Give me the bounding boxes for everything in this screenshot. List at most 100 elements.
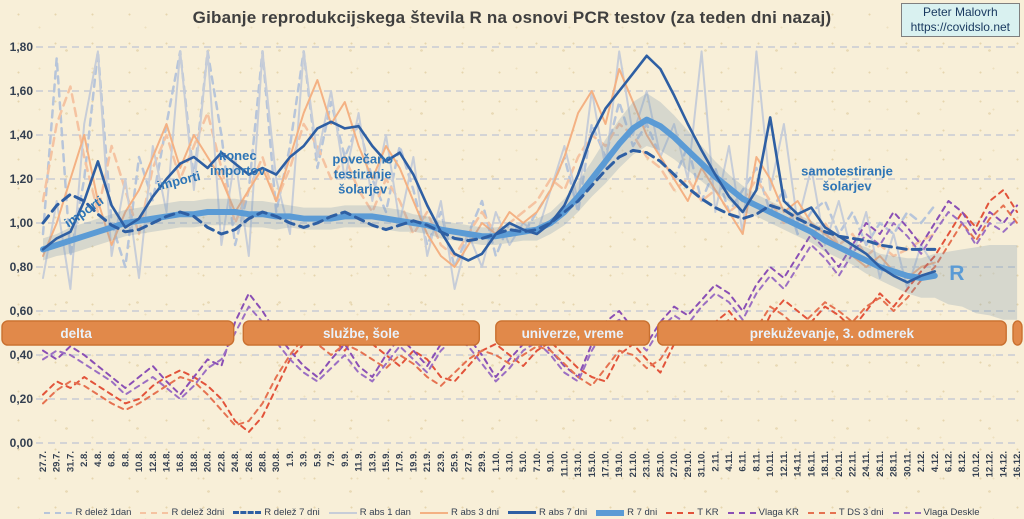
- legend-sample: [140, 511, 169, 514]
- x-axis-label: 14.8.: [162, 451, 173, 472]
- x-axis-label: 4.8.: [93, 451, 104, 467]
- x-axis-label: 27.9.: [463, 451, 474, 472]
- annotation: samotestiranje šolarjev: [801, 164, 893, 194]
- legend-label: R abs 7 dni: [539, 507, 588, 518]
- series-r-abs-1-dan: [42, 50, 936, 290]
- legend-sample: [596, 509, 625, 516]
- x-axis-label: 2.12.: [916, 451, 927, 472]
- x-axis-label: 7.9.: [326, 451, 337, 467]
- x-axis-label: 20.8.: [203, 451, 214, 472]
- phase-band: [657, 320, 1007, 346]
- x-axis-label: 10.8.: [134, 451, 145, 472]
- legend-label: R abs 3 dni: [450, 507, 500, 518]
- x-axis-label: 22.11.: [848, 451, 859, 477]
- x-axis-label: 25.10.: [655, 451, 666, 477]
- x-axis-label: 14.12.: [998, 451, 1009, 477]
- y-axis-label: 1,00: [10, 216, 34, 230]
- phase-band-label: službe, šole: [323, 326, 400, 341]
- x-axis-label: 6.8.: [107, 451, 118, 467]
- x-axis-label: 5.9.: [312, 451, 323, 467]
- legend-label: Vlaga KR: [758, 507, 799, 518]
- legend-sample: [727, 511, 756, 514]
- credit-author: Peter Malovrh: [922, 5, 998, 19]
- legend-item: R delež 3dni: [140, 507, 224, 518]
- credit-box: Peter Malovrh https://covidslo.net: [900, 3, 1020, 37]
- x-axis-label: 15.9.: [381, 451, 392, 472]
- x-axis-label: 24.11.: [861, 451, 872, 477]
- x-axis-label: 10.12.: [971, 451, 982, 477]
- x-axis-label: 22.8.: [216, 451, 227, 472]
- series-r-delež-3dni: [41, 85, 937, 258]
- x-axis-label: 30.8.: [271, 451, 282, 472]
- x-axis-label: 29.7.: [52, 451, 63, 472]
- y-axis-label: 0,20: [10, 392, 34, 406]
- legend-sample: [892, 511, 921, 514]
- x-axis-label: 8.12.: [957, 451, 968, 472]
- y-axis-label: 0,80: [10, 260, 34, 274]
- x-axis-label: 3.9.: [299, 451, 310, 467]
- legend-item: T DS 3 dni: [807, 507, 884, 518]
- phase-band: [1, 320, 235, 346]
- y-axis-label: 1,80: [10, 40, 34, 54]
- x-axis-label: 16.11.: [806, 451, 817, 477]
- legend-sample: [666, 511, 695, 514]
- legend-label: R 7 dni: [627, 507, 658, 518]
- y-axis-label: 1,40: [10, 128, 34, 142]
- series-r-delež-7-dni: [41, 148, 937, 251]
- phase-band: [495, 320, 651, 346]
- legend-item: R delež 1dan: [44, 507, 131, 518]
- y-axis-label: 1,60: [10, 84, 34, 98]
- x-axis-label: 9.10.: [546, 451, 557, 472]
- x-axis-label: 8.11.: [751, 451, 762, 472]
- legend-label: R delež 1dan: [75, 507, 132, 518]
- x-axis-label: 29.9.: [477, 451, 488, 472]
- x-axis-label: 18.11.: [820, 451, 831, 477]
- legend-item: R delež 7 dni: [233, 507, 320, 518]
- x-axis-label: 23.9.: [436, 451, 447, 472]
- legend-label: R delež 3dni: [171, 507, 225, 518]
- x-axis-label: 2.8.: [79, 451, 90, 467]
- annotation: R: [949, 262, 964, 285]
- phase-band-label: delta: [60, 326, 92, 341]
- legend-item: R abs 3 dni: [419, 507, 500, 518]
- series-vlaga-deskle: [42, 211, 1019, 400]
- legend-label: R delež 7 dni: [264, 507, 320, 518]
- x-axis-label: 26.8.: [244, 451, 255, 472]
- x-axis-label: 12.12.: [985, 451, 996, 477]
- confidence-band: [43, 93, 1018, 320]
- x-axis-label: 12.11.: [779, 451, 790, 477]
- x-axis-label: 19.9.: [408, 451, 419, 472]
- y-axis-label: 0,60: [10, 304, 34, 318]
- phase-band: [242, 320, 481, 346]
- x-axis-label: 14.11.: [793, 451, 804, 477]
- series-t-ds-3-dni: [42, 204, 1019, 427]
- x-axis-label: 27.7.: [38, 451, 49, 472]
- legend-label: Vlaga Deskle: [923, 507, 980, 518]
- x-axis-label: 20.11.: [834, 451, 845, 477]
- legend-item: Vlaga Deskle: [892, 507, 980, 518]
- x-axis-label: 18.8.: [189, 451, 200, 472]
- legend-item: T KR: [666, 507, 719, 518]
- x-axis-label: 12.8.: [148, 451, 159, 472]
- x-axis-label: 4.12.: [930, 451, 941, 472]
- x-axis-label: 5.10.: [518, 451, 529, 472]
- legend-sample: [807, 511, 836, 514]
- x-axis-label: 25.9.: [450, 451, 461, 472]
- x-axis-label: 16.8.: [175, 451, 186, 472]
- x-axis-label: 4.11.: [724, 451, 735, 472]
- x-axis-label: 10.11.: [765, 451, 776, 477]
- x-axis-label: 17.9.: [395, 451, 406, 472]
- x-axis-label: 8.8.: [120, 451, 131, 467]
- x-axis-label: 13.10.: [573, 451, 584, 477]
- legend-label: T DS 3 dni: [838, 507, 884, 518]
- x-axis-label: 21.9.: [422, 451, 433, 472]
- x-axis-label: 24.8.: [230, 451, 241, 472]
- legend-sample: [44, 511, 73, 514]
- credit-url: https://covidslo.net: [910, 20, 1010, 34]
- legend-item: R 7 dni: [596, 507, 657, 518]
- annotation: konec importov: [210, 148, 266, 178]
- x-axis-label: 1.10.: [491, 451, 502, 472]
- phase-band-label: prekuževanje, 3. odmerek: [750, 326, 915, 341]
- legend-label: R abs 1 dan: [359, 507, 411, 518]
- y-axis-label: 0,40: [10, 348, 34, 362]
